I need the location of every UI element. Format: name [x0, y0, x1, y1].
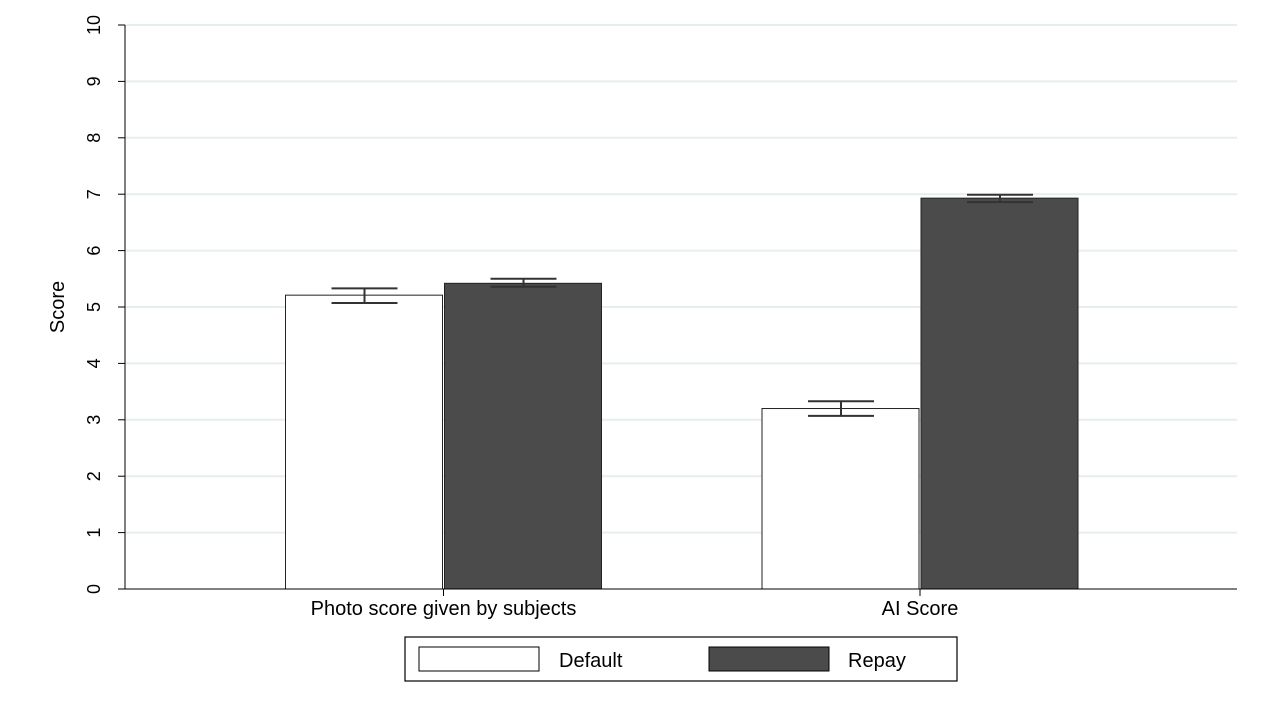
error-bar-default-1 [808, 400, 874, 417]
error-bar-repay-0 [490, 277, 557, 288]
x-tick-labels: Photo score given by subjects AI Score [311, 589, 959, 620]
bar-repay-1 [920, 197, 1079, 590]
legend: Default Repay [404, 636, 958, 682]
legend-label-repay: Repay [848, 650, 906, 672]
x-tick-label: AI Score [882, 598, 959, 620]
y-tick-label: 9 [84, 76, 104, 86]
error-bar-repay-1 [967, 193, 1033, 204]
legend-label-default: Default [559, 650, 623, 672]
y-tick-label: 5 [84, 302, 104, 312]
legend-swatch-default [418, 646, 540, 672]
y-tick-label: 0 [84, 584, 104, 594]
bars [285, 197, 1079, 590]
y-tick-label: 1 [84, 528, 104, 538]
legend-swatch-repay [708, 646, 830, 672]
y-tick-label: 4 [84, 358, 104, 368]
y-axis-label: Score [47, 281, 69, 333]
y-ticks: 0 1 2 3 4 5 6 7 8 9 10 [84, 15, 125, 594]
y-tick-label: 10 [84, 15, 104, 35]
y-tick-label: 3 [84, 415, 104, 425]
y-tick-label: 8 [84, 133, 104, 143]
y-tick-label: 6 [84, 246, 104, 256]
x-tick-label: Photo score given by subjects [311, 598, 577, 620]
error-bar-default-0 [331, 287, 398, 305]
bar-default-0 [285, 294, 443, 590]
y-tick-label: 7 [84, 189, 104, 199]
error-bars [331, 193, 1033, 417]
y-tick-label: 2 [84, 471, 104, 481]
bar-repay-0 [444, 282, 602, 590]
bar-default-1 [761, 408, 920, 590]
